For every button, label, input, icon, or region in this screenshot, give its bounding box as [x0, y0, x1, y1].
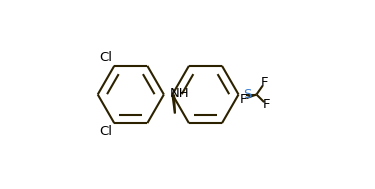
Text: Cl: Cl: [99, 51, 112, 64]
Text: NH: NH: [170, 87, 189, 100]
Text: Cl: Cl: [99, 125, 112, 138]
Text: F: F: [239, 93, 247, 106]
Text: F: F: [263, 98, 270, 111]
Text: F: F: [261, 76, 268, 89]
Text: S: S: [243, 88, 252, 101]
